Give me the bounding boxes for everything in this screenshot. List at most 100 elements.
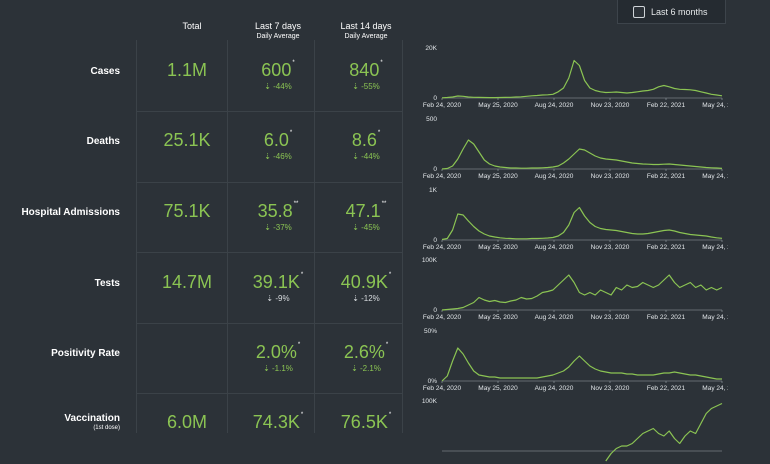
hospital-admissions-total: 75.1K — [163, 201, 211, 221]
deaths-x-tick-label: Feb 24, 2020 — [423, 173, 462, 180]
hospital-admissions-x-tick-label: Feb 22, 2021 — [647, 244, 686, 251]
hospital-admissions-avg-14: 47.1** — [345, 201, 387, 221]
deaths-avg-14: 8.6* — [351, 130, 381, 150]
cases-x-tick-label: May 24, 2021 — [702, 102, 728, 109]
tests-chart: Feb 24, 2020 May 25, 2020 Aug 24, 2020 Nov … — [406, 252, 728, 323]
hospital-admissions-change-7: ⇣ -37% — [264, 223, 292, 232]
hospital-admissions-x-tick-label: May 24, 2021 — [702, 244, 728, 251]
deaths-x-tick-label: May 25, 2020 — [478, 173, 518, 180]
tests-x-tick-label: Nov 23, 2020 — [591, 314, 630, 321]
tests-avg-14: 40.9K* — [340, 272, 392, 292]
tests-x-tick-label: Feb 24, 2020 — [423, 314, 462, 321]
positivity-rate-change-14: ⇣ -2.1% — [351, 364, 381, 373]
cases-avg-14: 840* — [349, 60, 383, 80]
cases-chart-svg: Feb 24, 2020 May 25, 2020 Aug 24, 2020 Nov … — [423, 45, 728, 109]
hospital-admissions-x-tick-label: Aug 24, 2020 — [535, 244, 574, 251]
positivity-rate-x-tick-label: Aug 24, 2020 — [535, 385, 574, 392]
cases-y-tick-label: 0 — [433, 95, 437, 102]
hospital-admissions-x-tick-label: Feb 24, 2020 — [423, 244, 462, 251]
positivity-rate-x-tick-label: Feb 24, 2020 — [423, 385, 462, 392]
positivity-rate-avg-7: 2.0%* — [255, 342, 301, 362]
positivity-rate-x-tick-label: May 24, 2021 — [702, 385, 728, 392]
divider-horizontal — [136, 182, 402, 183]
hospital-admissions-change-14: ⇣ -45% — [352, 223, 380, 232]
vaccination-chart: 100K — [406, 393, 728, 464]
tests-y-tick-label: 0 — [433, 307, 437, 314]
deaths-avg-7: 6.0* — [263, 130, 293, 150]
tests-x-tick-label: Feb 22, 2021 — [647, 314, 686, 321]
row-label-tests: Tests — [94, 278, 120, 289]
positivity-rate-avg-14: 2.6%* — [343, 342, 389, 362]
hospital-admissions-chart: Feb 24, 2020 May 25, 2020 Aug 24, 2020 Nov … — [406, 182, 728, 253]
divider-vertical — [227, 40, 228, 433]
divider-vertical — [136, 40, 137, 433]
hospital-admissions-y-tick-label: 1K — [429, 187, 438, 194]
vaccination-avg-7: 74.3K* — [252, 412, 304, 432]
tests-change-14: ⇣ -12% — [352, 294, 380, 303]
cases-x-tick-label: Feb 24, 2020 — [423, 102, 462, 109]
tests-total: 14.7M — [161, 272, 213, 292]
row-label-deaths: Deaths — [86, 136, 120, 147]
deaths-y-tick-label: 0 — [433, 166, 437, 173]
hospital-admissions-y-tick-label: 0 — [433, 237, 437, 244]
cases-y-tick-label: 20K — [425, 45, 437, 52]
cases-x-tick-label: Aug 24, 2020 — [535, 102, 574, 109]
last-6-months-filter[interactable]: Last 6 months — [617, 0, 726, 24]
tests-series-line — [441, 274, 723, 311]
deaths-change-7: ⇣ -46% — [264, 152, 292, 161]
divider-horizontal — [136, 323, 402, 324]
cases-series-line — [441, 59, 723, 99]
deaths-change-14: ⇣ -44% — [352, 152, 380, 161]
row-label-vaccination: Vaccination (1st dose) — [64, 413, 120, 431]
divider-horizontal — [136, 393, 402, 394]
hospital-admissions-avg-7: 35.8** — [257, 201, 299, 221]
positivity-rate-chart-svg: Feb 24, 2020 May 25, 2020 Aug 24, 2020 Nov … — [423, 328, 728, 392]
vaccination-avg-14: 76.5K* — [340, 412, 392, 432]
cases-chart: Feb 24, 2020 May 25, 2020 Aug 24, 2020 Nov … — [406, 40, 728, 111]
divider-vertical — [402, 40, 403, 433]
row-label-hospital-admissions: Hospital Admissions — [21, 207, 120, 218]
cases-x-tick-label: Feb 22, 2021 — [647, 102, 686, 109]
vaccination-chart-svg: 100K — [422, 398, 723, 462]
tests-y-tick-label: 100K — [422, 257, 438, 264]
row-label-positivity-rate: Positivity Rate — [51, 348, 120, 359]
positivity-rate-chart: Feb 24, 2020 May 25, 2020 Aug 24, 2020 Nov … — [406, 323, 728, 394]
hospital-admissions-chart-svg: Feb 24, 2020 May 25, 2020 Aug 24, 2020 Nov … — [423, 187, 728, 251]
deaths-chart: Feb 24, 2020 May 25, 2020 Aug 24, 2020 Nov … — [406, 111, 728, 182]
hospital-admissions-series-line — [441, 206, 723, 241]
tests-x-tick-label: May 24, 2021 — [702, 314, 728, 321]
header-total: Total — [182, 21, 202, 31]
deaths-x-tick-label: Feb 22, 2021 — [647, 173, 686, 180]
deaths-x-tick-label: Aug 24, 2020 — [535, 173, 574, 180]
last-6-months-label: Last 6 months — [651, 6, 708, 17]
divider-horizontal — [136, 252, 402, 253]
positivity-rate-change-7: ⇣ -1.1% — [263, 364, 293, 373]
deaths-series-line — [441, 139, 723, 170]
positivity-rate-y-tick-label: 50% — [424, 328, 437, 335]
deaths-y-tick-label: 500 — [426, 116, 437, 123]
cases-total: 1.1M — [166, 60, 208, 80]
vaccination-series-line — [605, 402, 723, 462]
header-last-7-days: Last 7 days Daily Average — [254, 21, 302, 40]
divider-vertical — [314, 40, 315, 433]
cases-x-tick-label: May 25, 2020 — [478, 102, 518, 109]
deaths-x-tick-label: Nov 23, 2020 — [591, 173, 630, 180]
deaths-total: 25.1K — [163, 130, 211, 150]
positivity-rate-x-tick-label: May 25, 2020 — [478, 385, 518, 392]
header-last-14-days: Last 14 days Daily Average — [340, 21, 392, 40]
vaccination-y-tick-label: 100K — [422, 398, 438, 405]
row-label-cases: Cases — [90, 66, 120, 77]
vaccination-total: 6.0M — [166, 412, 208, 432]
positivity-rate-series-line — [441, 347, 722, 382]
positivity-rate-x-tick-label: Feb 22, 2021 — [647, 385, 686, 392]
checkbox-icon[interactable] — [633, 5, 645, 18]
tests-x-tick-label: Aug 24, 2020 — [535, 314, 574, 321]
cases-avg-7: 600* — [261, 60, 295, 80]
deaths-x-tick-label: May 24, 2021 — [702, 173, 728, 180]
cases-change-7: ⇣ -44% — [264, 82, 292, 91]
positivity-rate-x-tick-label: Nov 23, 2020 — [591, 385, 630, 392]
tests-x-tick-label: May 25, 2020 — [478, 314, 518, 321]
divider-horizontal — [136, 111, 402, 112]
tests-chart-svg: Feb 24, 2020 May 25, 2020 Aug 24, 2020 Nov … — [422, 257, 728, 321]
cases-change-14: ⇣ -55% — [352, 82, 380, 91]
